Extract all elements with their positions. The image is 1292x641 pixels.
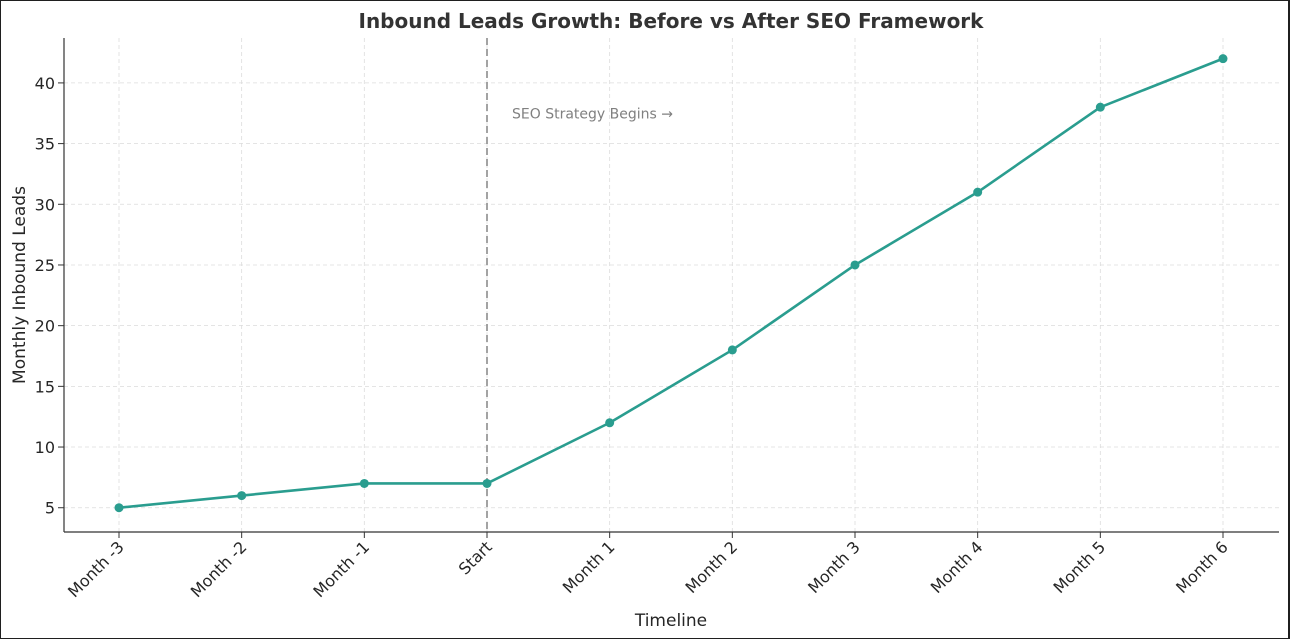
data-point	[237, 491, 247, 501]
data-point	[482, 478, 492, 488]
x-tick-label: Month 1	[559, 537, 619, 597]
x-tick-label: Month -3	[64, 537, 128, 601]
y-tick-label: 30	[35, 195, 55, 214]
y-tick-label: 20	[35, 317, 55, 336]
annotation-text: SEO Strategy Begins →	[512, 106, 673, 122]
data-point	[605, 418, 615, 428]
x-tick-label: Month -1	[309, 537, 373, 601]
x-tick-label: Month 6	[1172, 537, 1232, 597]
y-tick-label: 15	[35, 377, 55, 396]
y-tick-label: 35	[35, 135, 55, 154]
data-point	[1095, 102, 1105, 112]
x-tick-label: Month 2	[681, 537, 741, 597]
x-tick-label: Start	[455, 537, 496, 578]
y-tick-label: 5	[45, 499, 55, 518]
data-point	[359, 478, 369, 488]
data-point	[114, 503, 124, 513]
data-point	[727, 345, 737, 355]
x-tick-label: Month 3	[804, 537, 864, 597]
axes	[58, 38, 1279, 538]
series-layer	[114, 54, 1228, 513]
data-point	[850, 260, 860, 270]
data-point	[973, 187, 983, 197]
x-tick-label: Month 5	[1049, 537, 1109, 597]
y-tick-label: 40	[35, 74, 55, 93]
x-tick-label: Month -2	[187, 537, 251, 601]
y-axis-label: Monthly Inbound Leads	[10, 186, 30, 384]
tick-labels: 5 10 15 20 25 30 35 40 Month -3 Month -2 Month -1 S…	[35, 74, 1232, 601]
y-tick-label: 10	[35, 438, 55, 457]
data-point	[1218, 54, 1228, 64]
x-tick-label: Month 4	[927, 537, 987, 597]
series-line	[118, 57, 1224, 510]
x-axis-label: Timeline	[634, 611, 707, 631]
y-tick-label: 25	[35, 256, 55, 275]
chart-title: Inbound Leads Growth: Before vs After SE…	[359, 9, 985, 33]
